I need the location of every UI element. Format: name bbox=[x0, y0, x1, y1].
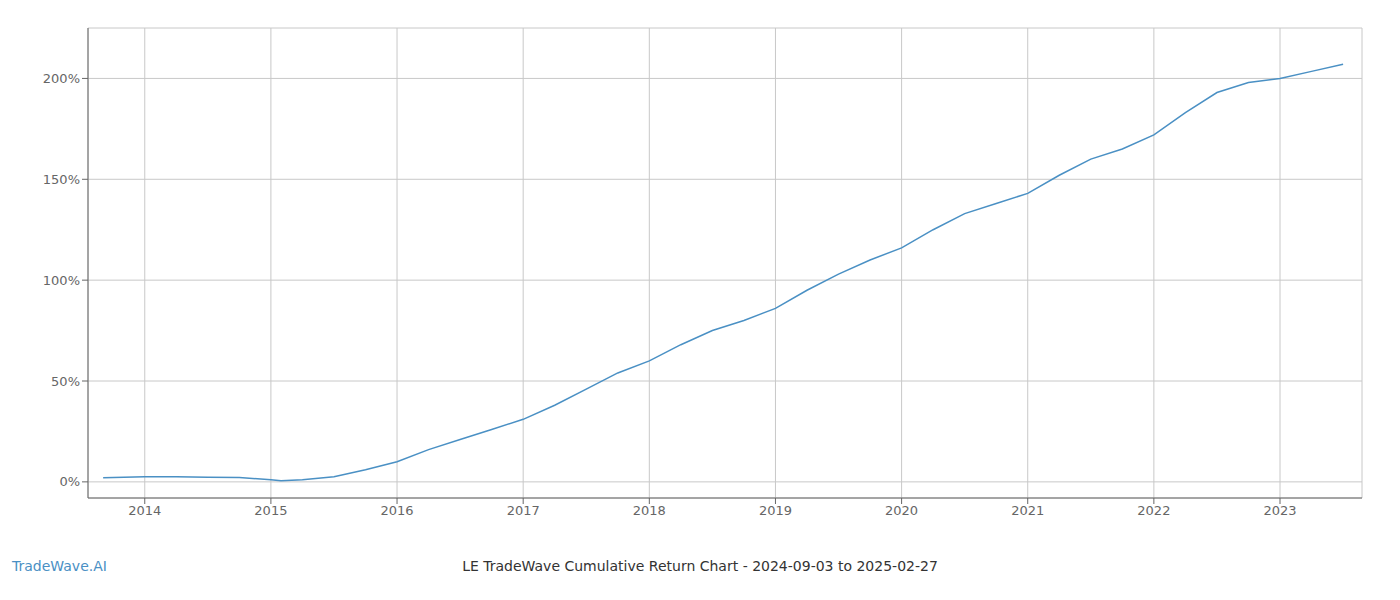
html-text:TradeWave.AI: TradeWave.AI bbox=[12, 558, 107, 574]
svg-text:2018: 2018 bbox=[633, 503, 666, 518]
svg-text:2023: 2023 bbox=[1263, 503, 1296, 518]
svg-text:150%: 150% bbox=[43, 172, 80, 187]
svg-text:2022: 2022 bbox=[1137, 503, 1170, 518]
svg-text:50%: 50% bbox=[51, 374, 80, 389]
svg-text:2020: 2020 bbox=[885, 503, 918, 518]
svg-text:2014: 2014 bbox=[128, 503, 161, 518]
svg-text:2019: 2019 bbox=[759, 503, 792, 518]
svg-text:200%: 200% bbox=[43, 71, 80, 86]
svg-text:2015: 2015 bbox=[254, 503, 287, 518]
svg-text:2017: 2017 bbox=[507, 503, 540, 518]
html-text:LE TradeWave Cumulative Return: LE TradeWave Cumulative Return Chart - 2… bbox=[462, 558, 938, 574]
svg-text:100%: 100% bbox=[43, 273, 80, 288]
svg-text:2016: 2016 bbox=[380, 503, 413, 518]
svg-text:2021: 2021 bbox=[1011, 503, 1044, 518]
svg-text:0%: 0% bbox=[59, 474, 80, 489]
